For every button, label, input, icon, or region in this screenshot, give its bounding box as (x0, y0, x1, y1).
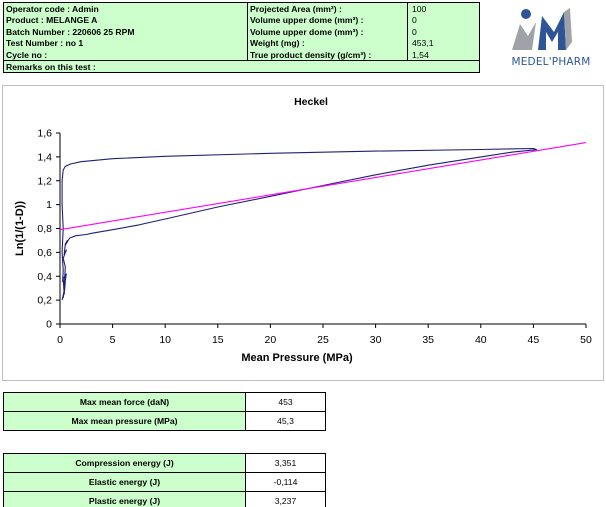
max-mean-pressure-value: 45,3 (245, 411, 326, 431)
x-tick-label: 25 (317, 334, 329, 346)
y-tick-label: 0,8 (37, 223, 52, 235)
medelpharm-logo: MEDEL'PHARM (498, 2, 604, 74)
elastic-energy-label: Elastic energy (J) (3, 472, 246, 492)
product: Product : MELANGE A (3, 14, 248, 26)
y-tick-label: 1,2 (37, 175, 52, 187)
x-tick-label: 0 (57, 334, 63, 346)
y-tick-label: 0,6 (37, 247, 52, 259)
projected-area-value: 100 (412, 3, 427, 14)
info-row: Operator code : Admin Projected Area (mm… (3, 2, 480, 15)
weight-label: Weight (mg) : (247, 37, 408, 50)
x-tick-label: 50 (580, 334, 592, 346)
plastic-energy-label: Plastic energy (J) (3, 491, 246, 507)
test-info-table: Operator code : Admin Projected Area (mm… (3, 2, 480, 74)
weight-value: 453,1 (412, 38, 434, 49)
chart-title: Heckel (294, 96, 328, 108)
cycle-number: Cycle no : (3, 49, 248, 61)
axes: 0 0,2 0,4 0,6 0,8 1 1,2 1,4 1,6 0 5 10 15 20 25 30 35 40 4… (37, 128, 592, 347)
info-row: Cycle no : True product density (g/cm³) … (3, 49, 480, 61)
y-tick-label: 1 (46, 199, 52, 211)
energy-table: Compression energy (J) 3,351 Elastic ene… (3, 453, 326, 507)
table-row: Plastic energy (J) 3,237 (3, 491, 326, 507)
elastic-energy-value: -0,114 (245, 472, 326, 492)
max-mean-pressure-label: Max mean pressure (MPa) (3, 411, 246, 431)
plot-area (59, 142, 587, 301)
y-tick-label: 0 (46, 319, 52, 331)
y-tick-label: 1,6 (37, 128, 52, 140)
x-tick-label: 45 (528, 334, 540, 346)
x-tick-label: 5 (110, 334, 116, 346)
y-tick-label: 0,2 (37, 295, 52, 307)
info-row: Test Number : no 1 Weight (mg) : 453,1 (3, 37, 480, 50)
volume-upper-dome-label-2: Volume upper dome (mm³) : (247, 25, 408, 38)
x-tick-label: 15 (212, 334, 224, 346)
x-tick-label: 35 (422, 334, 434, 346)
heckel-curve (61, 147, 538, 301)
chart-canvas: Heckel 0 0,2 0,4 0,6 0,8 1 1,2 1,4 1,6 0 5 10 15 20 25… (14, 96, 592, 364)
x-axis-label: Mean Pressure (MPa) (241, 352, 353, 364)
operator-code: Operator code : Admin (3, 2, 248, 15)
table-row: Max mean pressure (MPa) 45,3 (3, 411, 326, 431)
true-density-value: 1,54 (412, 49, 429, 60)
y-axis-label: Ln(1/(1-D)) (14, 201, 26, 256)
volume-upper-dome-value-2: 0 (412, 26, 417, 37)
batch-number: Batch Number : 220606 25 RPM (3, 25, 248, 38)
x-tick-label: 20 (265, 334, 277, 346)
linear-fit-line (59, 142, 587, 231)
test-number: Test Number : no 1 (3, 37, 248, 50)
max-mean-force-label: Max mean force (daN) (3, 392, 246, 412)
max-mean-force-value: 453 (245, 392, 326, 412)
compression-energy-value: 3,351 (245, 453, 326, 473)
info-row: Batch Number : 220606 25 RPM Volume uppe… (3, 25, 480, 38)
volume-upper-dome-value: 0 (412, 15, 417, 26)
logo-text: MEDEL'PHARM (511, 56, 591, 68)
max-values-table: Max mean force (daN) 453 Max mean pressu… (3, 392, 326, 431)
table-row: Max mean force (daN) 453 (3, 392, 326, 412)
heckel-chart: Heckel 0 0,2 0,4 0,6 0,8 1 1,2 1,4 1,6 0 5 10 15 20 25… (2, 85, 604, 381)
x-tick-label: 10 (159, 334, 171, 346)
logo-mark-icon (512, 8, 572, 50)
remarks-row: Remarks on this test : (3, 60, 480, 73)
info-row: Product : MELANGE A Volume upper dome (m… (3, 14, 480, 26)
x-tick-label: 40 (475, 334, 487, 346)
volume-upper-dome-label: Volume upper dome (mm³) : (247, 14, 408, 26)
x-tick-label: 30 (370, 334, 382, 346)
table-row: Elastic energy (J) -0,114 (3, 472, 326, 492)
table-row: Compression energy (J) 3,351 (3, 453, 326, 473)
compression-energy-label: Compression energy (J) (3, 453, 246, 473)
remarks: Remarks on this test : (3, 60, 480, 73)
projected-area-label: Projected Area (mm²) : (247, 2, 408, 15)
plastic-energy-value: 3,237 (245, 491, 326, 507)
true-density-label: True product density (g/cm³) : (247, 49, 408, 61)
y-tick-label: 1,4 (37, 151, 52, 163)
y-tick-label: 0,4 (37, 271, 52, 283)
